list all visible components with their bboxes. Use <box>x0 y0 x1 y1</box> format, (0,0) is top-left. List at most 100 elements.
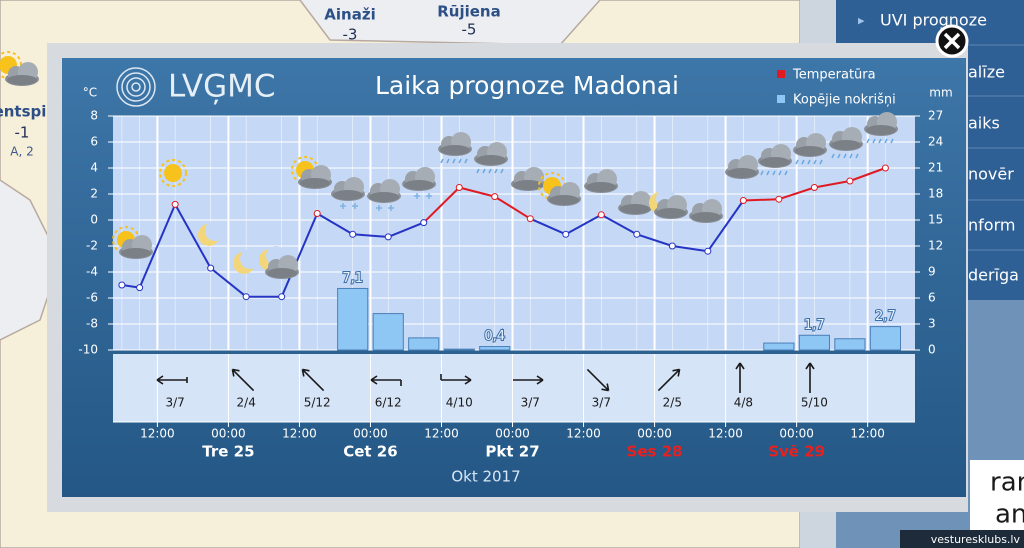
y-tick-label: 0 <box>90 213 98 227</box>
legend-swatch <box>777 70 785 78</box>
x-tick-label: 12:00 <box>566 427 601 441</box>
temperature-segment <box>600 213 638 236</box>
temperature-point <box>739 197 747 204</box>
x-tick-label: 00:00 <box>353 427 388 441</box>
logo: LVĢMC <box>168 69 276 105</box>
day-label: Pkt 27 <box>485 443 539 461</box>
y2-tick-label: 3 <box>928 317 936 331</box>
temperature-point <box>349 230 357 238</box>
y-tick-label: -6 <box>86 291 98 305</box>
wind-label: 4/10 <box>446 396 473 410</box>
temperature-segment <box>849 167 886 182</box>
y-tick-label: 2 <box>90 187 98 201</box>
y-tick-label: 4 <box>90 161 98 175</box>
temperature-point <box>313 210 321 217</box>
temperature-segment <box>529 217 567 236</box>
y-tick-label: 6 <box>90 135 98 149</box>
y2-tick-label: 6 <box>928 291 936 305</box>
temperature-point <box>420 219 428 227</box>
temperature-segment <box>423 186 460 224</box>
temperature-segment <box>778 186 815 201</box>
map-value: -3 <box>343 26 358 44</box>
menu-item[interactable]: novēr <box>968 165 1014 184</box>
temperature-segment <box>210 267 247 298</box>
temperature-segment <box>352 233 389 238</box>
map-place: Rūjiena <box>437 3 501 21</box>
precip-bar <box>372 313 404 351</box>
temperature-point <box>810 184 818 191</box>
y2-tick-label: 9 <box>928 265 936 279</box>
temperature-point <box>846 177 854 185</box>
wind-arrows <box>156 362 815 393</box>
x-tick-label: 00:00 <box>211 427 246 441</box>
day-label: Tre 25 <box>202 443 254 461</box>
y-tick-label: -8 <box>86 317 98 331</box>
temperature-segment <box>565 213 602 236</box>
x-tick-label: 00:00 <box>495 427 530 441</box>
wind-label: 5/10 <box>801 396 828 410</box>
value-label: 7,1 <box>342 271 363 286</box>
y2-tick-label: 24 <box>928 135 943 149</box>
x-tick-label: 00:00 <box>779 427 814 441</box>
value-label: 2,7 <box>875 309 896 324</box>
map-value: -1 <box>15 124 30 142</box>
temperature-point <box>171 200 179 208</box>
temperature-segment <box>387 221 425 238</box>
x-tick-label: 12:00 <box>140 427 175 441</box>
watermark: vesturesklubs.lv <box>931 533 1021 546</box>
temperature-segment <box>494 195 531 220</box>
precip-bar <box>479 346 511 351</box>
temperature-point <box>562 230 570 238</box>
promo-text: ram <box>990 468 1024 498</box>
legend-swatch <box>777 95 785 103</box>
value-label: 0,4 <box>484 329 505 344</box>
temperature-point <box>491 193 499 201</box>
temperature-segment <box>138 204 177 288</box>
wind-label: 2/5 <box>663 396 682 410</box>
value-label: 1,7 <box>804 318 825 333</box>
wind-label: 3/7 <box>521 396 540 410</box>
temperature-point <box>455 184 463 191</box>
precip-bar <box>869 326 901 351</box>
day-label: Svē 29 <box>768 443 825 461</box>
temperature-segment <box>672 245 708 253</box>
watermark-bg <box>900 530 1024 548</box>
promo-text: an <box>995 500 1024 530</box>
menu-item[interactable]: alīze <box>968 63 1005 82</box>
close-icon <box>943 32 961 50</box>
temperature-point <box>136 284 144 292</box>
legend-label: Temperatūra <box>792 68 876 83</box>
precip-bar <box>408 337 440 351</box>
temperature-segment <box>707 199 745 252</box>
y2-tick-label: 21 <box>928 161 943 175</box>
temperature-point <box>526 215 534 223</box>
menu-bullet: ▸ <box>858 14 865 29</box>
chart-title: Laika prognoze Madonai <box>375 71 679 100</box>
menu-item[interactable]: aiks <box>968 114 1000 133</box>
x-tick-label: 12:00 <box>424 427 459 441</box>
temperature-segment <box>316 212 354 236</box>
menu-item[interactable]: UVI prognoze <box>880 11 987 30</box>
temperature-point <box>633 230 641 238</box>
x-tick-label: 12:00 <box>282 427 317 441</box>
y2-tick-label: 12 <box>928 239 943 253</box>
temperature-point <box>278 293 286 301</box>
promo-box <box>970 460 1024 530</box>
temperature-point <box>242 293 250 301</box>
menu-item[interactable]: nform <box>968 216 1015 235</box>
y-tick-label: 8 <box>90 109 98 123</box>
logo-mark <box>116 67 156 107</box>
menu-item[interactable]: derīga <box>968 266 1019 285</box>
y2-tick-label: 27 <box>928 109 943 123</box>
temperature-point <box>775 195 783 203</box>
x-tick-label: 12:00 <box>708 427 743 441</box>
temperature-segment <box>174 203 212 269</box>
map-place: Ainaži <box>324 6 375 24</box>
day-label: Cet 26 <box>343 443 397 461</box>
wind-label: 2/4 <box>237 396 256 410</box>
y2-tick-label: 18 <box>928 187 943 201</box>
y-tick-label: -10 <box>78 343 98 357</box>
wind-label: 6/12 <box>375 396 402 410</box>
x-axis-label: Okt 2017 <box>451 468 520 486</box>
